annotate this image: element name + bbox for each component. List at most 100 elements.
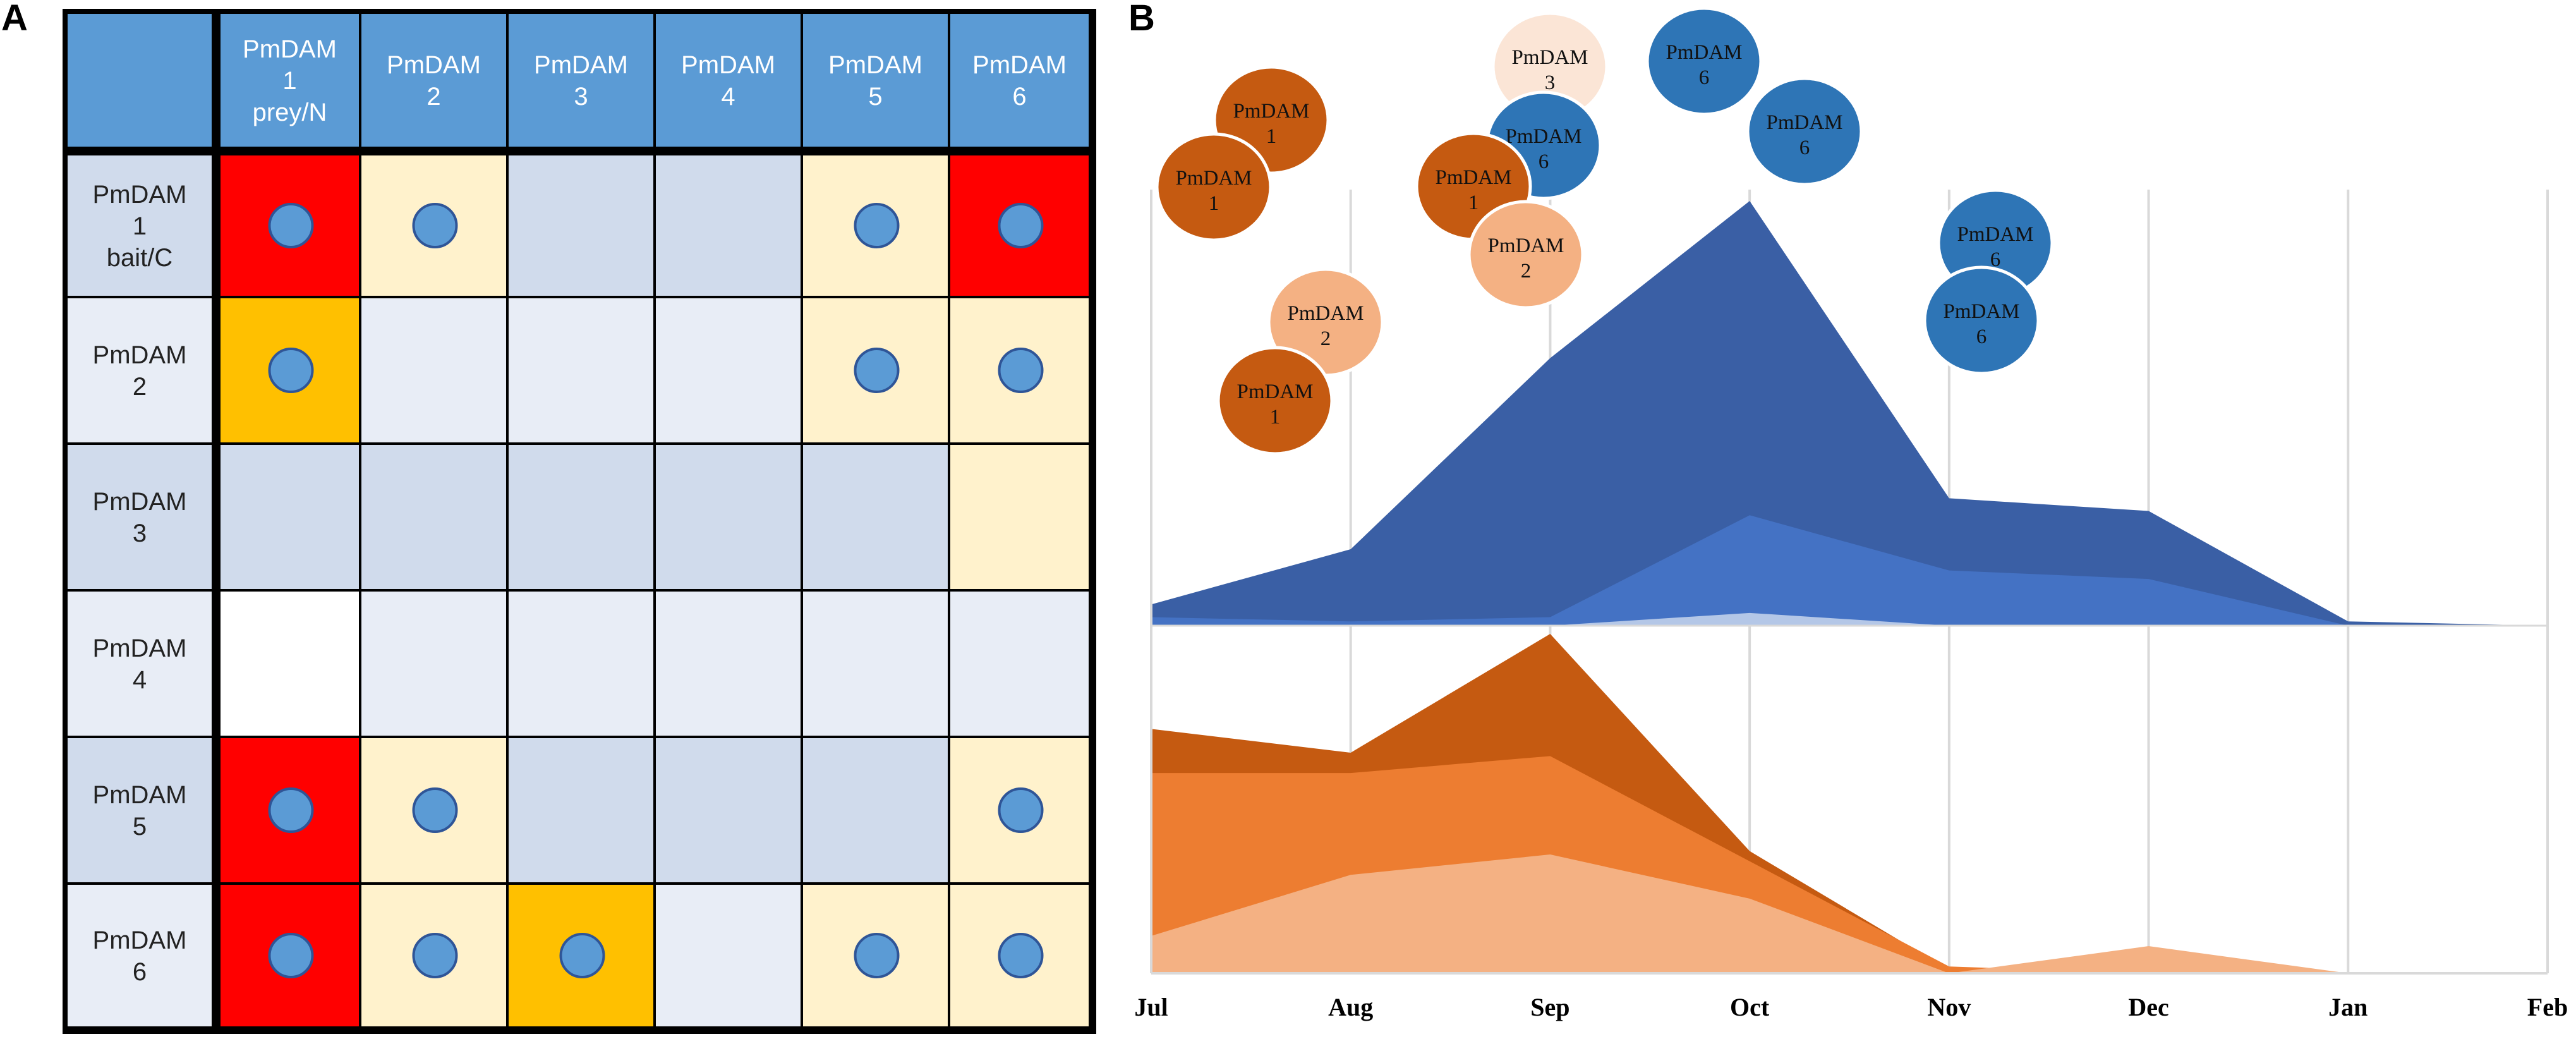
interaction-matrix: PmDAM 1 prey/N PmDAM 2 PmDAM 3 PmDAM 4 PmDAM 5 PmDA…	[63, 9, 1096, 1034]
bubble-label-line2: 6	[1699, 66, 1710, 89]
matrix-cell-r6-c4	[656, 885, 801, 1026]
upper-area-series-3	[1151, 612, 2548, 626]
matrix-cell-r3-c3	[509, 445, 653, 589]
matrix-dots	[268, 203, 1044, 978]
bubble-label-line2: 2	[1321, 327, 1331, 350]
upper-area-series-1	[1151, 201, 2548, 626]
row-header-4	[68, 592, 212, 736]
column-header-6-label-line2: 6	[1012, 83, 1026, 111]
bubble-label-line2: 3	[1545, 71, 1556, 94]
row-header-2	[68, 298, 212, 442]
matrix-cell-r1-c3	[509, 155, 653, 296]
row-header-6	[68, 885, 212, 1026]
bubble-label-line1: PmDAM	[1233, 100, 1309, 123]
x-tick-jul: Jul	[1134, 993, 1168, 1021]
bubble-label-line1: PmDAM	[1175, 167, 1252, 190]
x-tick-feb: Feb	[2527, 993, 2568, 1021]
bubble-label-line1: PmDAM	[1943, 300, 2019, 323]
column-header-1-label-line2: 1	[282, 67, 296, 95]
matrix-cell-r3-c1	[221, 445, 359, 589]
matrix-corner-cell	[68, 14, 212, 147]
matrix-cell-r2-c4	[656, 298, 801, 442]
row-header-4-label-line2: 4	[133, 666, 147, 694]
x-tick-dec: Dec	[2128, 993, 2168, 1021]
matrix-cell-r5-c5	[803, 738, 948, 882]
row-header-2-label-line2: 2	[133, 373, 147, 401]
bubble-circle	[1216, 346, 1334, 456]
interaction-dot-r2-c6	[998, 348, 1044, 393]
column-header-1-label-line3: prey/N	[253, 99, 327, 126]
interaction-dot-r6-c5	[854, 933, 900, 978]
bubble-label-line1: PmDAM	[1505, 125, 1581, 148]
bubble-label-line2: 6	[1976, 325, 1987, 348]
row-header-3-label-line2: 3	[133, 520, 147, 547]
bubble-circle	[1923, 265, 2040, 375]
matrix-cell-r4-c6	[950, 592, 1089, 736]
interaction-dot-r1-c2	[412, 203, 458, 248]
matrix-cell-r5-c4	[656, 738, 801, 882]
bubble-circle	[1746, 76, 1863, 186]
x-tick-oct: Oct	[1730, 993, 1770, 1021]
interaction-dot-r6-c1	[268, 933, 314, 978]
bubble-label-line1: PmDAM	[1766, 111, 1842, 134]
column-header-5-label-line2: 5	[868, 83, 882, 111]
column-header-4-label-line2: 4	[721, 83, 735, 111]
upper-area-series	[1151, 201, 2548, 626]
column-header-5	[803, 14, 948, 147]
seasonal-area-chart: Jul Aug Sep Oct Nov Dec Jan Feb PmDAM1PmDAM1PmD…	[1134, 6, 2568, 1021]
column-header-3	[509, 14, 653, 147]
interaction-dot-r6-c3	[559, 933, 605, 978]
matrix-cell-r4-c2	[361, 592, 506, 736]
bubble-g4-b2: PmDAM 6	[1746, 76, 1863, 186]
row-header-2-label-line1: PmDAM	[93, 341, 187, 369]
matrix-cell-r2-c2	[361, 298, 506, 442]
interaction-dot-r6-c2	[412, 933, 458, 978]
matrix-cell-r3-c2	[361, 445, 506, 589]
interaction-dot-r5-c6	[998, 787, 1044, 833]
x-tick-labels: Jul Aug Sep Oct Nov Dec Jan Feb	[1134, 993, 2568, 1021]
bubble-label-line2: 6	[1990, 248, 2001, 271]
matrix-cell-r4-c3	[509, 592, 653, 736]
matrix-cells	[68, 14, 1089, 1026]
row-header-1	[68, 155, 212, 296]
bubble-circle	[1155, 132, 1273, 242]
x-tick-aug: Aug	[1328, 993, 1373, 1021]
row-header-3	[68, 445, 212, 589]
matrix-cell-r3-c5	[803, 445, 948, 589]
column-header-3-label-line1: PmDAM	[534, 51, 628, 79]
bubble-label-line2: 6	[1539, 150, 1549, 173]
bubble-annotations: PmDAM1PmDAM1PmDAM2PmDAM1PmDAM3PmDAM6PmDA…	[1155, 6, 2054, 456]
row-header-5-label-line2: 5	[133, 813, 147, 841]
row-header-5-label-line1: PmDAM	[93, 781, 187, 809]
column-header-2-label-line1: PmDAM	[387, 51, 481, 79]
lower-area-series-3	[1151, 854, 2548, 973]
x-tick-jan: Jan	[2328, 993, 2367, 1021]
bubble-label-line2: 6	[1799, 137, 1810, 159]
row-header-1-label-line2: 1	[133, 212, 147, 240]
interaction-dot-r2-c5	[854, 348, 900, 393]
matrix-cell-r4-c4	[656, 592, 801, 736]
row-header-6-label-line2: 6	[133, 958, 147, 986]
row-header-4-label-line1: PmDAM	[93, 635, 187, 662]
matrix-cell-r3-c6	[950, 445, 1089, 589]
bubble-label-line1: PmDAM	[1957, 223, 2033, 246]
row-header-1-label-line1: PmDAM	[93, 181, 187, 209]
interaction-dot-r6-c6	[998, 933, 1044, 978]
bubble-label-line1: PmDAM	[1487, 234, 1564, 257]
bubble-label-line2: 1	[1468, 191, 1479, 214]
matrix-cell-r2-c3	[509, 298, 653, 442]
upper-area-series-2	[1151, 515, 2548, 626]
interaction-dot-r5-c1	[268, 787, 314, 833]
bubble-label-line2: 1	[1266, 125, 1277, 148]
interaction-dot-r1-c5	[854, 203, 900, 248]
panel-b-label: B	[1128, 0, 1155, 39]
column-header-6-label-line1: PmDAM	[972, 51, 1067, 79]
matrix-cell-r4-c5	[803, 592, 948, 736]
matrix-cell-r3-c4	[656, 445, 801, 589]
x-tick-nov: Nov	[1927, 993, 1971, 1021]
bubble-label-line2: 1	[1270, 406, 1281, 428]
